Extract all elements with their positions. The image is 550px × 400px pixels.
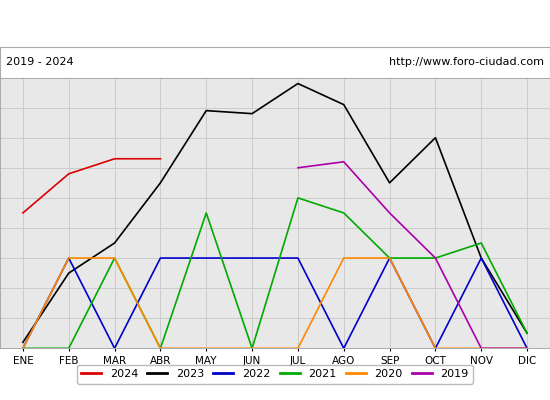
Legend: 2024, 2023, 2022, 2021, 2020, 2019: 2024, 2023, 2022, 2021, 2020, 2019 <box>77 365 473 384</box>
Text: 2019 - 2024: 2019 - 2024 <box>6 57 73 67</box>
Text: http://www.foro-ciudad.com: http://www.foro-ciudad.com <box>389 57 544 67</box>
Text: Evolucion Nº Turistas Extranjeros en el municipio de Belver de Cinca: Evolucion Nº Turistas Extranjeros en el … <box>47 17 503 30</box>
